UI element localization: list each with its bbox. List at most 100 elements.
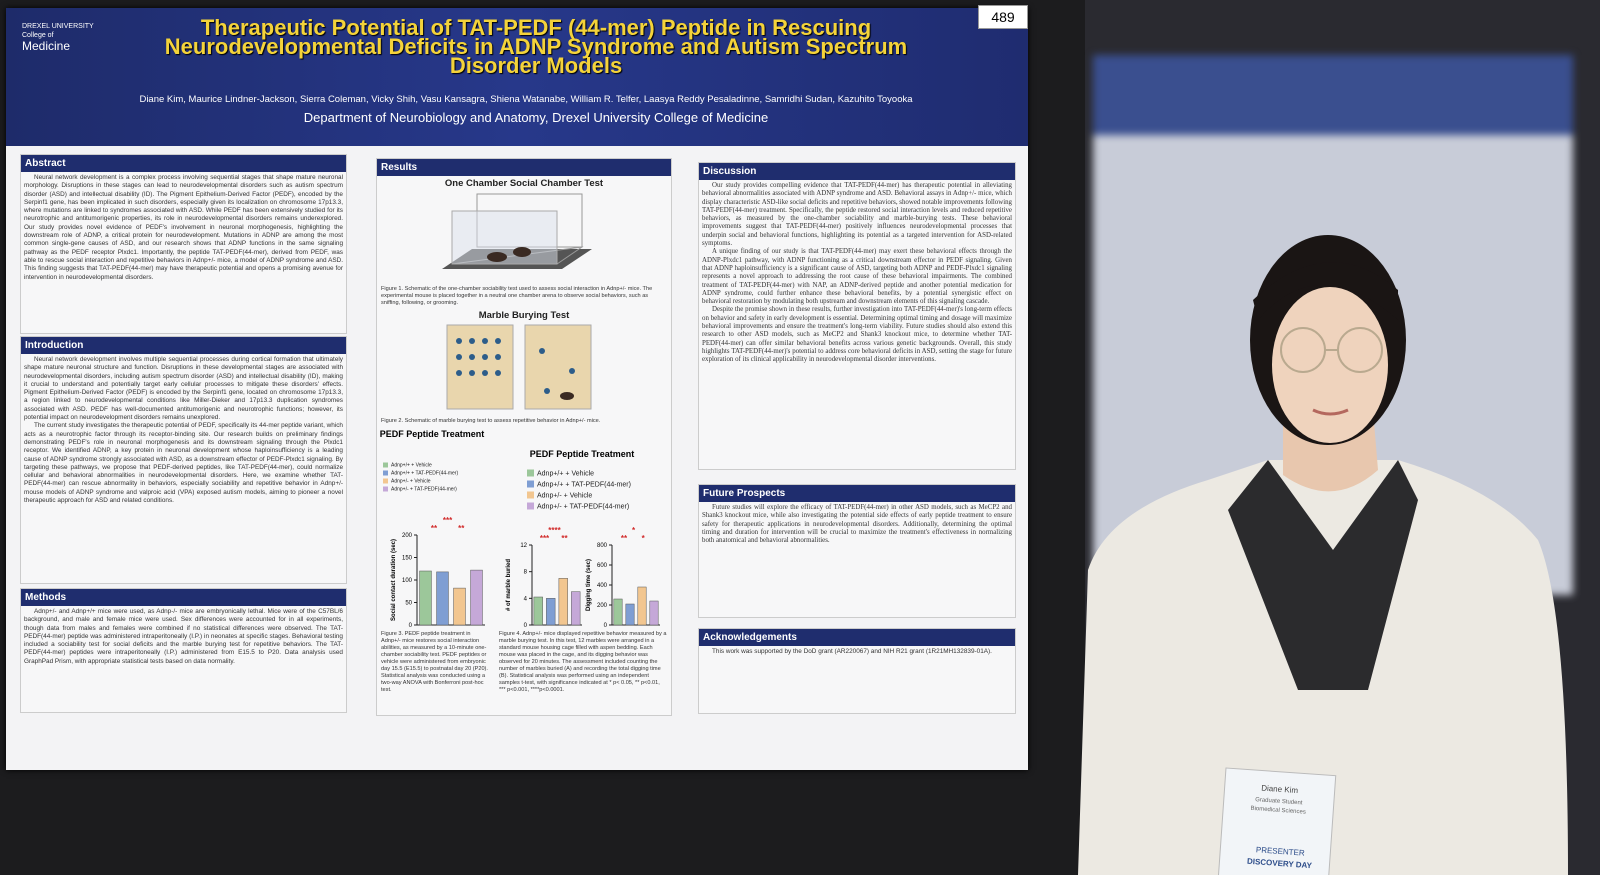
figure-2-schematic	[446, 324, 592, 410]
paragraph: Neural network development is a complex …	[24, 174, 343, 281]
legend-swatch	[383, 462, 388, 468]
significance-stars: *	[632, 526, 636, 535]
paragraph: Our study provides compelling evidence t…	[702, 182, 1012, 248]
bangs	[1253, 262, 1398, 320]
logo-text: DREXEL UNIVERSITY	[22, 23, 94, 30]
poster: DREXEL UNIVERSITY College of Medicine Th…	[6, 5, 1028, 770]
paragraph: Future studies will explore the efficacy…	[702, 504, 1012, 545]
y-tick-label: 150	[402, 556, 413, 562]
legend-label: Adnp+/- + TAT-PEDF(44-mer)	[391, 487, 457, 493]
paragraph: This work was supported by the DoD grant…	[712, 648, 992, 655]
bar	[546, 598, 556, 626]
y-tick-label: 200	[402, 533, 413, 539]
face	[1272, 287, 1388, 443]
badge-program: Biomedical Sciences	[1250, 806, 1306, 816]
figure-title: PEDF Peptide Treatment	[530, 449, 635, 459]
abstract-section: Abstract Neural network development is a…	[20, 154, 347, 334]
discussion-section: Discussion Our study provides compelling…	[698, 162, 1016, 470]
bar	[625, 603, 635, 626]
authors: Diane Kim, Maurice Lindner-Jackson, Sier…	[139, 94, 913, 105]
y-axis-label: Social contact duration (sec)	[391, 539, 397, 621]
bar	[558, 578, 568, 626]
significance-stars: **	[431, 524, 438, 533]
paragraph: The current study investigates the thera…	[24, 422, 343, 505]
logo-text: Medicine	[22, 39, 71, 53]
acknowledgements-section: Acknowledgements This work was supported…	[698, 628, 1016, 714]
legend-label: Adnp+/+ + TAT-PEDF(44-mer)	[391, 471, 458, 477]
logo-text: College of	[22, 32, 54, 39]
bar	[470, 569, 483, 626]
figure-caption: Figure 2. Schematic of marble burying te…	[381, 418, 601, 424]
section-heading: Acknowledgements	[699, 629, 1015, 646]
legend-label: Adnp+/+ + TAT-PEDF(44-mer)	[537, 481, 631, 488]
section-heading: Abstract	[21, 155, 346, 172]
badge-name: Diane Kim	[1261, 784, 1299, 796]
legend-swatch	[527, 469, 534, 477]
bar	[419, 570, 432, 626]
presenter-photo: Diane Kim Graduate Student Biomedical Sc…	[1078, 235, 1568, 875]
paragraph: Adnp+/- and Adnp+/+ mice were used, as A…	[24, 608, 343, 665]
legend-swatch	[383, 470, 388, 476]
y-tick-label: 200	[597, 603, 608, 609]
y-tick-label: 12	[520, 543, 527, 549]
mouth	[1312, 408, 1349, 416]
section-heading: Introduction	[21, 337, 346, 354]
y-tick-label: 8	[524, 570, 528, 576]
significance-stars: ***	[540, 534, 550, 543]
figure-caption-box: Figure 4. Adnp+/- mice displayed repetit…	[499, 631, 667, 693]
legend-label: Adnp+/+ + Vehicle	[537, 470, 594, 477]
section-heading: Methods	[21, 589, 346, 606]
poster-header: DREXEL UNIVERSITY College of Medicine Th…	[6, 8, 1028, 146]
y-tick-label: 0	[524, 623, 528, 629]
logo: DREXEL UNIVERSITY College of Medicine	[22, 22, 94, 53]
legend-label: Adnp+/- + TAT-PEDF(44-mer)	[537, 503, 629, 510]
name-badge: Diane Kim Graduate Student Biomedical Sc…	[1217, 767, 1337, 875]
figure-title: One Chamber Social Chamber Test	[444, 178, 604, 189]
y-tick-label: 4	[524, 596, 528, 602]
significance-stars: **	[561, 534, 568, 543]
glasses	[1280, 327, 1383, 373]
results-section: Results One Chamber Social Chamber Test …	[376, 158, 672, 716]
y-tick-label: 800	[597, 543, 608, 549]
paragraph: Neural network development involves mult…	[24, 356, 343, 422]
poster-number: 489	[978, 5, 1028, 29]
y-tick-label: 0	[409, 623, 413, 629]
badge-role: Graduate Student	[1255, 797, 1303, 806]
significance-stars: ****	[548, 526, 561, 535]
legend-swatch	[527, 480, 534, 488]
y-tick-label: 0	[604, 623, 608, 629]
legend-swatch	[527, 502, 534, 510]
figure-title: Marble Burying Test	[478, 310, 570, 321]
section-heading: Results	[377, 159, 671, 176]
shirt	[1228, 460, 1418, 690]
bar	[533, 596, 543, 626]
figure-caption: Figure 4. Adnp+/- mice displayed repetit…	[499, 631, 667, 693]
bar	[436, 571, 449, 626]
section-heading: Discussion	[699, 163, 1015, 180]
significance-stars: ***	[443, 516, 453, 525]
badge-label: PRESENTER	[1256, 845, 1306, 857]
y-axis-label: Digging time (sec)	[586, 559, 592, 611]
paragraph: Despite the promise shown in these resul…	[702, 306, 1012, 364]
y-tick-label: 600	[597, 563, 608, 569]
bar	[649, 600, 659, 626]
legend-swatch	[527, 491, 534, 499]
y-tick-label: 50	[405, 601, 412, 607]
significance-stars: **	[621, 534, 628, 543]
figure-caption-box: Figure 3. PEDF peptide treatment in Adnp…	[381, 631, 488, 693]
section-heading: Future Prospects	[699, 485, 1015, 502]
y-axis-label: # of marble buried	[506, 559, 512, 611]
future-section: Future Prospects Future studies will exp…	[698, 484, 1016, 618]
legend-label: Adnp+/- + Vehicle	[537, 492, 592, 499]
bar	[637, 586, 647, 626]
methods-section: Methods Adnp+/- and Adnp+/+ mice were us…	[20, 588, 347, 713]
results-charts: PEDF Peptide Treatment Adnp+/+ + Vehicle A…	[380, 429, 667, 693]
y-tick-label: 400	[597, 583, 608, 589]
bar	[571, 591, 581, 626]
department: Department of Neurobiology and Anatomy, …	[303, 110, 769, 125]
paragraph: A unique finding of our study is that TA…	[702, 248, 1012, 306]
figure-caption: Figure 1. Schematic of the one-chamber s…	[381, 286, 653, 306]
y-tick-label: 100	[402, 578, 413, 584]
figure-1-schematic	[442, 193, 592, 269]
